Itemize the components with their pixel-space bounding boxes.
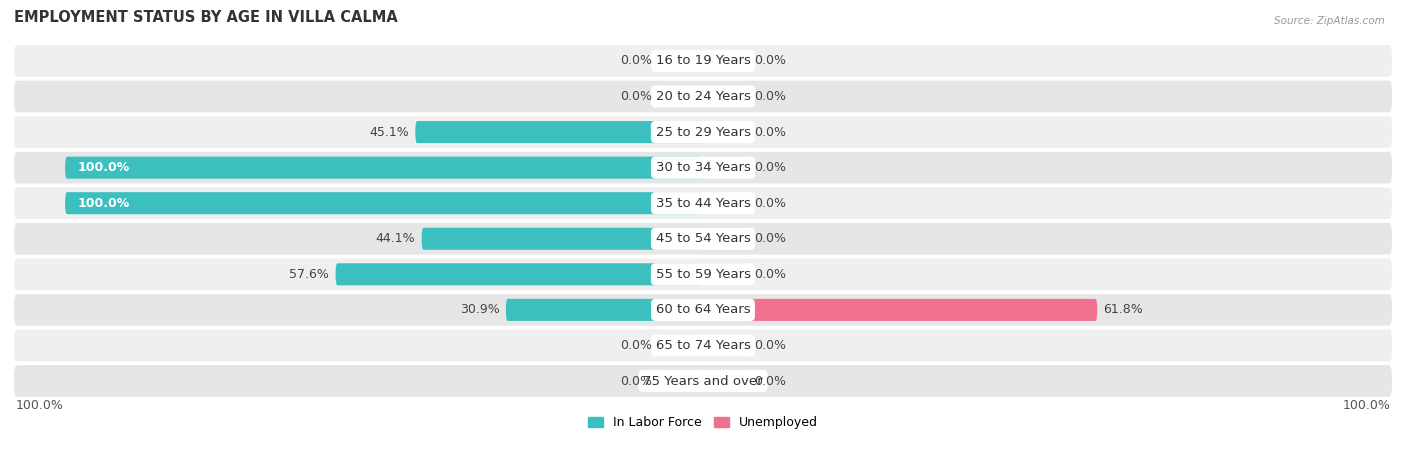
FancyBboxPatch shape bbox=[658, 86, 703, 107]
Text: 20 to 24 Years: 20 to 24 Years bbox=[655, 90, 751, 103]
Text: 30 to 34 Years: 30 to 34 Years bbox=[655, 161, 751, 174]
Text: 0.0%: 0.0% bbox=[620, 339, 652, 352]
FancyBboxPatch shape bbox=[336, 263, 703, 285]
Text: 30.9%: 30.9% bbox=[460, 304, 499, 317]
FancyBboxPatch shape bbox=[14, 116, 1392, 148]
FancyBboxPatch shape bbox=[14, 330, 1392, 361]
FancyBboxPatch shape bbox=[14, 81, 1392, 112]
FancyBboxPatch shape bbox=[703, 121, 748, 143]
FancyBboxPatch shape bbox=[14, 45, 1392, 77]
Text: 75 Years and over: 75 Years and over bbox=[643, 374, 763, 387]
FancyBboxPatch shape bbox=[703, 228, 748, 250]
FancyBboxPatch shape bbox=[14, 365, 1392, 397]
Text: EMPLOYMENT STATUS BY AGE IN VILLA CALMA: EMPLOYMENT STATUS BY AGE IN VILLA CALMA bbox=[14, 10, 398, 25]
FancyBboxPatch shape bbox=[422, 228, 703, 250]
Text: 0.0%: 0.0% bbox=[754, 55, 786, 68]
Text: 0.0%: 0.0% bbox=[754, 197, 786, 210]
FancyBboxPatch shape bbox=[65, 192, 703, 214]
Text: 45.1%: 45.1% bbox=[370, 125, 409, 138]
Text: 0.0%: 0.0% bbox=[754, 268, 786, 281]
Text: 45 to 54 Years: 45 to 54 Years bbox=[655, 232, 751, 245]
Text: 61.8%: 61.8% bbox=[1104, 304, 1143, 317]
FancyBboxPatch shape bbox=[14, 258, 1392, 290]
Text: 55 to 59 Years: 55 to 59 Years bbox=[655, 268, 751, 281]
FancyBboxPatch shape bbox=[703, 50, 748, 72]
FancyBboxPatch shape bbox=[703, 86, 748, 107]
FancyBboxPatch shape bbox=[658, 370, 703, 392]
Text: 100.0%: 100.0% bbox=[1343, 399, 1391, 412]
Text: 0.0%: 0.0% bbox=[754, 374, 786, 387]
FancyBboxPatch shape bbox=[14, 223, 1392, 255]
Text: 25 to 29 Years: 25 to 29 Years bbox=[655, 125, 751, 138]
FancyBboxPatch shape bbox=[65, 156, 703, 179]
FancyBboxPatch shape bbox=[658, 50, 703, 72]
Text: 0.0%: 0.0% bbox=[754, 125, 786, 138]
FancyBboxPatch shape bbox=[14, 187, 1392, 219]
FancyBboxPatch shape bbox=[703, 299, 1097, 321]
Text: 0.0%: 0.0% bbox=[754, 90, 786, 103]
Text: 35 to 44 Years: 35 to 44 Years bbox=[655, 197, 751, 210]
FancyBboxPatch shape bbox=[14, 152, 1392, 184]
Text: 44.1%: 44.1% bbox=[375, 232, 415, 245]
Text: 16 to 19 Years: 16 to 19 Years bbox=[655, 55, 751, 68]
Text: 0.0%: 0.0% bbox=[620, 374, 652, 387]
FancyBboxPatch shape bbox=[703, 370, 748, 392]
Legend: In Labor Force, Unemployed: In Labor Force, Unemployed bbox=[588, 416, 818, 429]
FancyBboxPatch shape bbox=[703, 192, 748, 214]
FancyBboxPatch shape bbox=[14, 294, 1392, 326]
Text: 65 to 74 Years: 65 to 74 Years bbox=[655, 339, 751, 352]
Text: Source: ZipAtlas.com: Source: ZipAtlas.com bbox=[1274, 16, 1385, 26]
FancyBboxPatch shape bbox=[415, 121, 703, 143]
FancyBboxPatch shape bbox=[506, 299, 703, 321]
Text: 0.0%: 0.0% bbox=[754, 339, 786, 352]
Text: 0.0%: 0.0% bbox=[620, 55, 652, 68]
FancyBboxPatch shape bbox=[658, 335, 703, 356]
Text: 100.0%: 100.0% bbox=[77, 161, 131, 174]
Text: 60 to 64 Years: 60 to 64 Years bbox=[655, 304, 751, 317]
Text: 57.6%: 57.6% bbox=[290, 268, 329, 281]
Text: 0.0%: 0.0% bbox=[754, 232, 786, 245]
Text: 100.0%: 100.0% bbox=[15, 399, 63, 412]
Text: 0.0%: 0.0% bbox=[754, 161, 786, 174]
FancyBboxPatch shape bbox=[703, 335, 748, 356]
Text: 0.0%: 0.0% bbox=[620, 90, 652, 103]
Text: 100.0%: 100.0% bbox=[77, 197, 131, 210]
FancyBboxPatch shape bbox=[703, 263, 748, 285]
FancyBboxPatch shape bbox=[703, 156, 748, 179]
